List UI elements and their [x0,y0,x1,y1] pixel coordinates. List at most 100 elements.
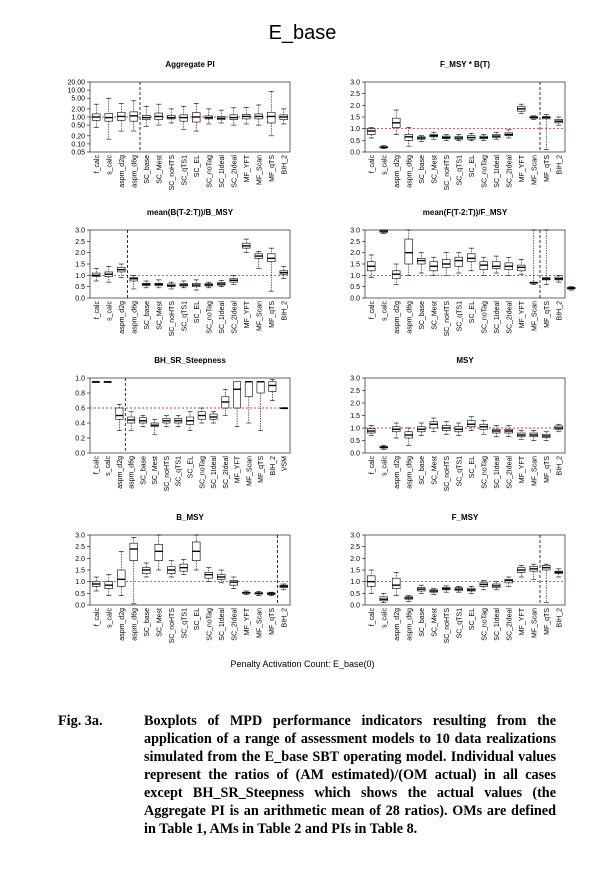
boxplot-aspm-d6g [129,100,138,132]
boxplot-mf-yft [242,238,251,253]
boxplot-sc-1ideal [492,425,501,438]
x-tick-label: SC_2Ideal [506,456,513,489]
x-tick-label: SC_2Ideal [231,301,238,334]
x-tick-label: SC_2Ideal [223,456,230,489]
x-tick-label: SC_1Ideal [211,456,218,489]
y-tick-label: 1.0 [350,273,360,280]
y-tick-label: 3.0 [350,533,360,540]
y-tick-label: 3.0 [350,228,360,235]
boxplot-aspm-d2g [392,263,401,285]
x-tick-label: aspm_d6g [406,456,413,489]
boxplot-sc-nohts [442,252,451,276]
x-tick-label: MF_qTS [269,301,276,328]
x-tick-label: BIH_2 [270,456,277,476]
x-tick-label: f_calc [369,608,376,627]
x-tick-label: MF_YFT [235,455,242,483]
x-tick-label: SC_1Ideal [494,608,501,641]
panel-bh-sr-steepness: BH_SR_Steepness 0.0 0.2 0.4 0.6 0.8 1.0 f_calc s… [75,356,291,491]
caption-label: Fig. 3a. [58,713,103,729]
y-tick-label: 1.5 [75,568,85,575]
panel-mean-f-t-2-t-f-msy: mean(F(T-2:T))/F_MSY 0.0 0.5 1.0 1.5 2.0 2.5 3.… [350,208,576,337]
x-tick-label: MF_qTS [269,608,276,635]
x-tick-label: aspm_d6g [406,608,413,641]
y-tick-label: 0.5 [350,138,360,145]
boxplot-mf-scan [529,115,538,120]
x-tick-label: SC_qTS1 [456,155,463,185]
box-iqr [492,261,501,269]
boxplot-bih-2 [554,423,563,433]
x-tick-label: SC_2Ideal [231,155,238,188]
boxplot-sc-base [417,422,426,436]
boxplot-s-calc [104,574,113,596]
x-tick-label: s_calc [381,155,388,175]
boxplot-mf-scan [529,430,538,441]
boxplot-sc-base [142,280,151,289]
y-tick-label: 1.0 [350,426,360,433]
x-tick-label: MF_YFT [519,455,526,483]
x-tick-label: MF_qTS [544,456,551,483]
boxplot-s-calc [104,265,113,283]
boxplot-s-calc [379,145,388,149]
panel-title-aggregate-pi: Aggregate PI [165,60,214,69]
x-tick-label: aspm_d6g [131,155,138,188]
boxplot-mf-yft [517,430,526,440]
y-tick-label: 2.0 [350,103,360,110]
panel-f-msy: F_MSY 0.0 0.5 1.0 1.5 2.0 2.5 3.0 f_calc s_calc as… [350,513,566,644]
x-tick-label: SC_2Ideal [231,608,238,641]
boxplot-sc-2ideal [229,107,238,126]
x-tick-label: SC_noHTS [169,301,176,337]
x-tick-label: MF_qTS [544,608,551,635]
panel-title-bh-sr-steepness: BH_SR_Steepness [154,356,226,365]
boxplot-sc-qts1 [174,415,183,428]
boxplot-sc-2ideal [221,388,230,416]
boxplot-mf-qts [542,431,551,441]
boxplot-sc-2ideal [504,129,513,139]
x-tick-label: f_calc [94,155,101,174]
x-tick-label: SC_noTag [206,155,213,188]
boxplot-sc-2ideal [504,256,513,276]
x-tick-label: SC_1Ideal [494,155,501,188]
x-tick-label: SC_qTS1 [181,301,188,331]
x-tick-label: SC_1Ideal [219,155,226,188]
x-tick-label: SC_noHTS [444,301,451,337]
x-tick-label: aspm_d2g [394,608,401,641]
boxplot-aspm-d6g [129,537,138,605]
panel-title-f-msy-b-t: F_MSY * B(T) [440,60,490,69]
panel-f-msy-b-t: F_MSY * B(T) 0.0 0.5 1.0 1.5 2.0 2.5 3.0 f_calc s… [350,60,566,190]
boxplot-sc-base [142,105,151,127]
boxplot-sc-mest [154,103,163,126]
y-tick-label: 1.5 [350,115,360,122]
x-tick-label: MF_YFT [244,154,251,182]
boxplot-sc-notag [479,134,488,141]
boxplot-bih-2 [554,116,563,126]
x-tick-label: MF_Scan [256,608,263,638]
boxplot-mf-yft [233,381,242,428]
boxplot-sc-el [192,279,201,291]
y-tick-label: 0.05 [71,150,85,157]
y-tick-label: 1.5 [350,413,360,420]
x-tick-label: MF_YFT [519,607,526,635]
boxplot-sc-mest [429,417,438,433]
x-tick-label: SC_noHTS [444,608,451,644]
boxplot-mf-scan [529,563,538,580]
box-iqr [129,542,138,561]
x-tick-label: SC_Mest [156,155,163,184]
x-tick-label: SC_EL [469,456,476,478]
x-tick-label: MF_qTS [544,301,551,328]
boxplot-sc-mest [429,256,438,276]
boxplot-sc-qts1 [454,134,463,142]
boxplot-aspm-d2g [117,263,126,278]
boxplot-aspm-d2g [392,572,401,596]
x-tick-label: SC_base [140,456,147,485]
x-tick-label: SC_base [419,155,426,184]
x-tick-label: SC_EL [194,301,201,323]
x-tick-label: SC_1Ideal [219,608,226,641]
y-tick-label: 0.5 [350,438,360,445]
x-tick-label: SC_EL [469,301,476,323]
x-tick-label: SC_qTS1 [456,301,463,331]
boxplot-aspm-d6g [404,427,413,446]
y-tick-label: 0.20 [71,133,85,140]
x-tick-label: SC_noHTS [444,456,451,492]
x-tick-label: aspm_d2g [394,155,401,188]
boxplot-sc-notag [479,420,488,435]
